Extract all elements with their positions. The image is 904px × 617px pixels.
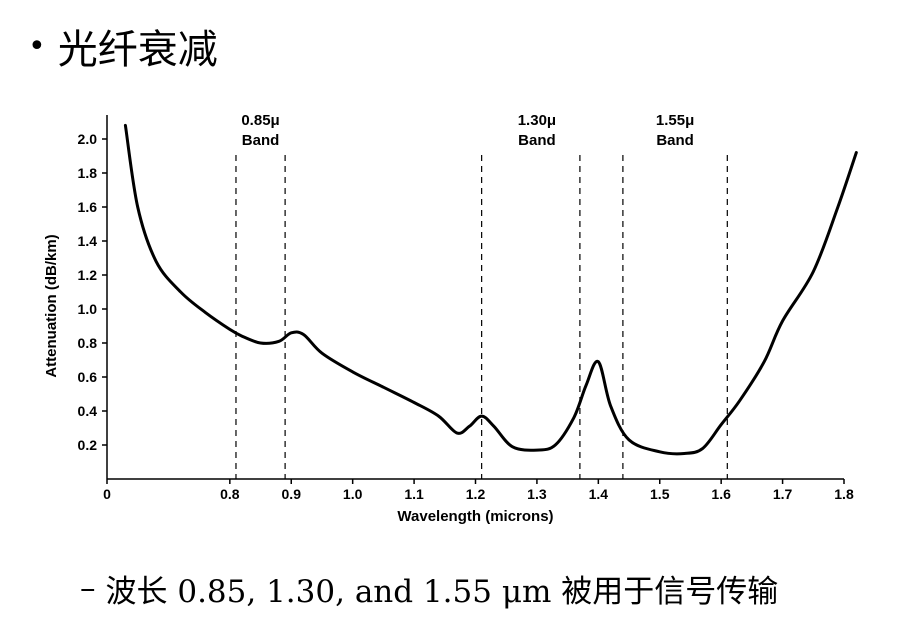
x-tick-label: 1.3	[527, 486, 547, 502]
y-tick-label: 0.2	[78, 437, 98, 453]
subtitle-text: 波长 0.85, 1.30, and 1.55 μm 被用于信号传输	[105, 573, 779, 610]
y-tick-label: 0.4	[78, 403, 98, 419]
x-tick-label: 0.8	[220, 486, 240, 502]
y-tick-label: 0.6	[78, 369, 98, 385]
heading-bullet: •	[28, 28, 46, 64]
x-tick-label: 1.7	[773, 486, 793, 502]
chart-axes	[106, 115, 844, 480]
attenuation-curve	[123, 123, 858, 456]
subtitle-dash: –	[80, 570, 96, 606]
band-name-label: Band	[242, 132, 280, 149]
y-tick-label: 2.0	[78, 131, 98, 147]
x-tick-label: 1.5	[650, 486, 670, 502]
x-tick-label: 1.6	[711, 486, 731, 502]
x-tick-label: 1.8	[834, 486, 854, 502]
band-wavelength-label: 1.55μ	[656, 112, 694, 129]
y-axis-label: Attenuation (dB/km)	[43, 234, 60, 377]
band-wavelength-label: 0.85μ	[241, 112, 279, 129]
y-tick-label: 1.8	[78, 165, 98, 181]
y-tick-label: 1.4	[78, 233, 98, 249]
y-tick-label: 1.6	[78, 199, 98, 215]
slide-title: 光纤衰减	[57, 27, 218, 73]
y-tick-label: 0.8	[78, 335, 98, 351]
x-tick-label: 1.4	[589, 486, 609, 502]
band-markers: 0.85μ Band 1.30μ Band 1.55μ Band	[235, 112, 728, 479]
x-tick-label: 0	[103, 486, 111, 502]
slide-subtitle: – 波长 0.85, 1.30, and 1.55 μm 被用于信号传输	[80, 566, 778, 610]
band-name-label: Band	[518, 132, 556, 149]
x-axis-label: Wavelength (microns)	[397, 508, 553, 525]
x-tick-label: 1.0	[343, 486, 363, 502]
x-tick-label: 0.9	[282, 486, 302, 502]
y-tick-label: 1.2	[78, 267, 98, 283]
y-tick-label: 1.0	[78, 301, 98, 317]
x-tick-label: 1.1	[404, 486, 424, 502]
slide-heading: • 光纤衰减	[28, 18, 218, 74]
band-wavelength-label: 1.30μ	[518, 112, 556, 129]
x-tick-label: 1.2	[466, 486, 486, 502]
band-name-label: Band	[656, 132, 694, 149]
axis-ticks: 0 0.8 0.9 1.0 1.1 1.2 1.3 1.4 1.5 1.6 1.7 1.8 0.2 0.4…	[78, 131, 854, 502]
